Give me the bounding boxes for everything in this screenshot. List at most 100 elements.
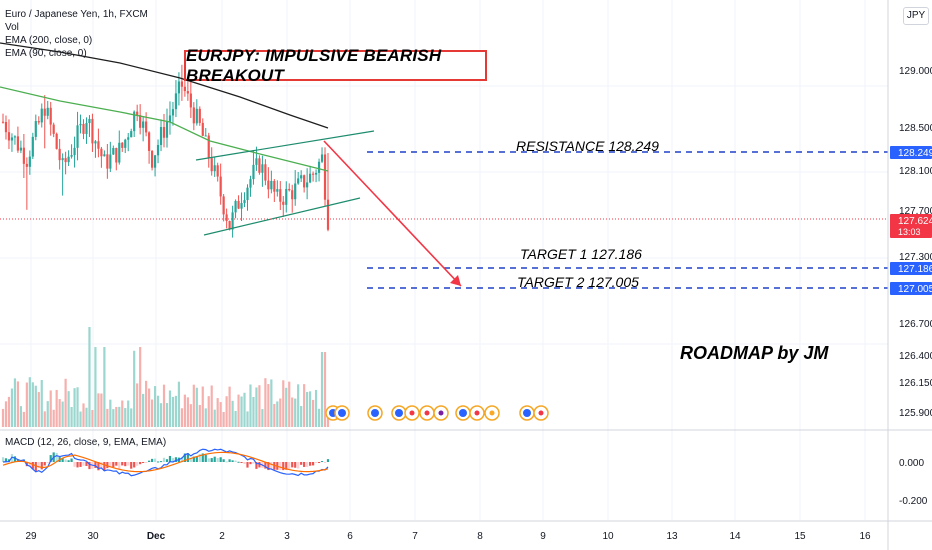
volume-bar bbox=[162, 384, 166, 427]
event-marker-dot bbox=[409, 410, 415, 416]
price-tick-label: 126.400 bbox=[899, 351, 932, 362]
volume-bar bbox=[204, 408, 207, 427]
macd-histogram-bar bbox=[201, 453, 204, 462]
volume-bar bbox=[7, 396, 11, 427]
price-tick-label: 125.900 bbox=[899, 408, 932, 419]
channel-upper-line bbox=[195, 130, 375, 161]
candle-body bbox=[148, 132, 151, 151]
volume-bar bbox=[13, 378, 17, 427]
volume-bar bbox=[273, 403, 276, 427]
volume-bar bbox=[216, 398, 219, 427]
volume-bar bbox=[61, 401, 64, 427]
macd-histogram-bar bbox=[186, 453, 189, 462]
volume-bar bbox=[171, 396, 175, 427]
volume-bar bbox=[85, 407, 88, 427]
macd-histogram-bar bbox=[323, 462, 327, 463]
event-marker-dot bbox=[489, 410, 495, 416]
candle-body bbox=[243, 200, 246, 204]
candle-body bbox=[294, 183, 297, 200]
price-tick-label: 127.300 bbox=[899, 252, 932, 263]
macd-histogram-bar bbox=[148, 460, 151, 462]
time-tick-label: Dec bbox=[147, 531, 166, 542]
macd-histogram-bar bbox=[213, 456, 216, 462]
candle-body bbox=[118, 142, 121, 163]
volume-bar bbox=[300, 406, 303, 427]
candle-body bbox=[16, 136, 20, 151]
macd-histogram-bar bbox=[249, 462, 252, 465]
macd-histogram-bar bbox=[180, 457, 183, 462]
volume-bar bbox=[168, 390, 172, 427]
macd-histogram-bar bbox=[270, 462, 273, 470]
macd-histogram-bar bbox=[115, 462, 118, 466]
candle-body bbox=[159, 127, 163, 145]
candle-body bbox=[255, 158, 258, 165]
legend-ema90[interactable]: EMA (90, close, 0) bbox=[5, 48, 87, 59]
volume-bar bbox=[40, 380, 43, 427]
candle-body bbox=[291, 190, 294, 200]
legend-ema200[interactable]: EMA (200, close, 0) bbox=[5, 35, 93, 46]
candle-body bbox=[115, 147, 118, 163]
candle-body bbox=[52, 124, 55, 134]
candle-body bbox=[133, 111, 136, 132]
candle-body bbox=[168, 115, 172, 122]
volume-bar bbox=[309, 391, 312, 427]
volume-bar bbox=[288, 381, 291, 427]
macd-histogram-bar bbox=[288, 462, 291, 469]
volume-bar bbox=[234, 410, 237, 427]
volume-bar bbox=[270, 379, 273, 427]
volume-bar bbox=[323, 352, 327, 427]
macd-histogram-bar bbox=[252, 462, 255, 464]
volume-bar bbox=[156, 395, 160, 427]
candle-body bbox=[297, 178, 300, 184]
legend-vol[interactable]: Vol bbox=[5, 22, 19, 33]
candle-body bbox=[94, 141, 97, 144]
volume-bar bbox=[4, 401, 8, 427]
volume-bar bbox=[58, 399, 61, 427]
candle-body bbox=[79, 123, 82, 126]
candle-body bbox=[34, 121, 37, 137]
candle-body bbox=[70, 155, 73, 157]
candle-body bbox=[314, 172, 318, 175]
candle-body bbox=[273, 180, 276, 192]
macd-histogram-bar bbox=[76, 462, 79, 468]
candle-body bbox=[7, 132, 11, 141]
volume-bar bbox=[82, 403, 85, 427]
macd-histogram-bar bbox=[294, 462, 297, 468]
candle-body bbox=[109, 154, 112, 169]
channel-lower-line bbox=[203, 197, 361, 236]
candle-body bbox=[49, 107, 52, 125]
candle-body bbox=[246, 187, 249, 201]
price-tick-label: 128.100 bbox=[899, 166, 932, 177]
volume-bar bbox=[115, 406, 118, 427]
candle-body bbox=[150, 150, 154, 168]
macd-legend[interactable]: MACD (12, 26, close, 9, EMA, EMA) bbox=[5, 437, 167, 448]
candle-body bbox=[210, 158, 213, 172]
volume-bar bbox=[207, 396, 210, 427]
candle-body bbox=[28, 156, 31, 167]
macd-histogram-bar bbox=[106, 462, 109, 469]
candle-body bbox=[311, 173, 315, 175]
price-tag-sub: 13:03 bbox=[898, 227, 921, 237]
macd-line bbox=[2, 448, 329, 477]
macd-histogram-bar bbox=[142, 462, 145, 463]
volume-bar bbox=[189, 404, 192, 427]
macd-histogram-bar bbox=[121, 462, 124, 466]
volume-bar bbox=[180, 408, 183, 427]
macd-histogram-bar bbox=[127, 462, 130, 466]
macd-histogram-bar bbox=[231, 460, 234, 462]
volume-bar bbox=[177, 381, 181, 427]
macd-histogram-bar bbox=[168, 455, 172, 462]
volume-bar bbox=[130, 408, 133, 427]
macd-histogram-bar bbox=[225, 461, 228, 463]
volume-bar bbox=[150, 399, 154, 427]
volume-bar bbox=[258, 385, 261, 427]
candle-body bbox=[270, 180, 273, 190]
currency-badge[interactable]: JPY bbox=[903, 7, 929, 25]
volume-bar bbox=[142, 393, 145, 427]
macd-histogram-bar bbox=[97, 462, 100, 471]
volume-bar bbox=[55, 389, 58, 427]
time-tick-label: 10 bbox=[602, 531, 614, 542]
macd-histogram-bar bbox=[234, 460, 237, 462]
volume-bar bbox=[124, 408, 127, 427]
